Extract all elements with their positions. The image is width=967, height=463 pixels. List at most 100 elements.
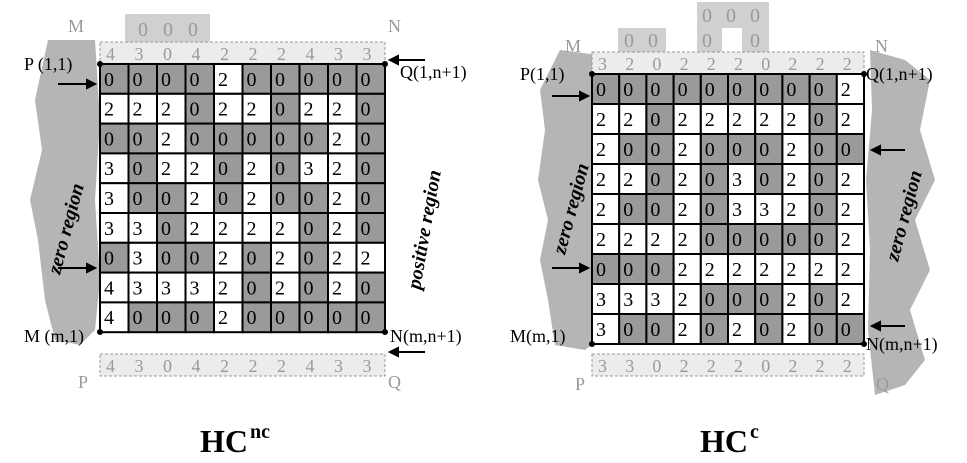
- grid-cell-value: 3: [732, 199, 742, 221]
- grid-cell-value: 2: [247, 218, 257, 240]
- grid-cell-value: 2: [332, 128, 342, 150]
- grid-cell: [298, 92, 329, 125]
- grid-cell-value: 0: [678, 79, 688, 101]
- grid-cell-value: 2: [247, 158, 257, 180]
- top-ghost-notch: [722, 28, 742, 52]
- grid-cell: [699, 313, 729, 345]
- grid-cell-value: 0: [133, 128, 143, 150]
- grid-cell-value: 0: [304, 307, 314, 329]
- grid-cell-value: 0: [732, 289, 742, 311]
- ghost-cell-value: 0: [163, 356, 172, 376]
- grid-cell: [298, 271, 329, 304]
- grid-cell-value: 0: [275, 307, 285, 329]
- grid-cell-value: 0: [814, 139, 824, 161]
- grid-cell-value: 0: [361, 99, 371, 121]
- grid-cell-value: 0: [161, 248, 171, 270]
- grid-cell-value: 0: [161, 188, 171, 210]
- grid-cell-value: 0: [161, 307, 171, 329]
- grid-cell: [327, 122, 358, 155]
- grid-cell-value: 2: [304, 99, 314, 121]
- zero-region-shape-right: [866, 50, 935, 395]
- grid-cell-value: 0: [650, 79, 660, 101]
- top-ghost-small: [618, 28, 666, 52]
- grid-cell-value: 0: [304, 248, 314, 270]
- ghost-cell-value: 3: [625, 356, 634, 376]
- grid-cell-value: 2: [786, 259, 796, 281]
- grid-cell-value: 2: [332, 188, 342, 210]
- grid-cell-value: 0: [247, 69, 257, 91]
- grid-cell-value: 0: [304, 218, 314, 240]
- top-ghost-small-1: 0: [648, 30, 658, 52]
- ghost-cell-value: 3: [363, 356, 372, 376]
- grid-cell-value: 2: [190, 188, 200, 210]
- zero-region-shape-left: [538, 50, 600, 350]
- grid-cell-value: 0: [650, 109, 660, 131]
- grid-cell-value: 0: [247, 128, 257, 150]
- point-q: [382, 61, 388, 67]
- ghost-cell-value: 4: [106, 44, 115, 64]
- grid-cell-value: 0: [623, 199, 633, 221]
- grid-cell-value: 2: [678, 109, 688, 131]
- grid-cell-value: 2: [841, 259, 851, 281]
- grid-cell-value: 0: [218, 188, 228, 210]
- grid-cell-value: 0: [814, 289, 824, 311]
- corner-p-bottom: P: [575, 374, 585, 394]
- corner-q-bottom: Q: [876, 374, 889, 394]
- grid-cell-value: 2: [332, 218, 342, 240]
- grid-cell-value: 0: [304, 188, 314, 210]
- point-n: [382, 329, 388, 335]
- grid-cell-value: 2: [705, 259, 715, 281]
- label-m: M(m,1): [510, 326, 566, 347]
- grid-cell-value: 0: [332, 307, 342, 329]
- grid-cell-value: 0: [732, 79, 742, 101]
- grid-cell-value: 0: [623, 319, 633, 341]
- ghost-cell-value: 2: [680, 54, 689, 74]
- grid-cell: [213, 92, 244, 125]
- grid-cell: [699, 133, 729, 165]
- grid-cell: [754, 193, 784, 225]
- grid-cell-value: 3: [190, 277, 200, 299]
- grid-cell-value: 2: [104, 99, 114, 121]
- grid-cell-value: 0: [786, 79, 796, 101]
- grid-cell: [808, 103, 838, 135]
- ghost-cell-value: 2: [680, 356, 689, 376]
- grid-cell-value: 2: [161, 99, 171, 121]
- grid-cell-value: 0: [275, 128, 285, 150]
- corner-n-top: N: [388, 16, 401, 36]
- grid-cell-value: 2: [218, 248, 228, 270]
- grid-cell-value: 0: [814, 199, 824, 221]
- ghost-cell-value: 2: [843, 54, 852, 74]
- grid-cell-value: 0: [304, 277, 314, 299]
- grid-cell-value: 3: [104, 218, 114, 240]
- grid-cell-value: 4: [104, 277, 114, 299]
- top-ghost-2: 0: [188, 19, 198, 41]
- ghost-cell-value: 2: [220, 356, 229, 376]
- ghost-cell-value: 2: [707, 356, 716, 376]
- grid-cell-value: 2: [759, 109, 769, 131]
- ghost-cell-value: 0: [761, 356, 770, 376]
- grid-cell: [298, 301, 329, 334]
- ghost-cell-value: 0: [652, 54, 661, 74]
- grid-cell: [156, 271, 187, 304]
- grid-cell-value: 0: [759, 289, 769, 311]
- grid-cell-value: 0: [361, 188, 371, 210]
- label-n: N(m,n+1): [866, 334, 938, 355]
- grid-cell: [270, 241, 301, 274]
- corner-q-bottom: Q: [388, 372, 401, 392]
- grid-cell: [645, 163, 675, 195]
- grid-cell: [241, 182, 272, 214]
- grid-cell: [355, 92, 386, 125]
- title-hc-c: HC: [700, 423, 748, 459]
- grid-cell-value: 2: [623, 109, 633, 131]
- grid-cell-value: 0: [814, 169, 824, 191]
- grid-cell-value: 2: [161, 128, 171, 150]
- grid-cell: [213, 301, 244, 334]
- grid-cell-value: 2: [786, 319, 796, 341]
- grid-cell-value: 2: [190, 158, 200, 180]
- grid-cell-value: 3: [650, 289, 660, 311]
- grid-cell-value: 0: [705, 199, 715, 221]
- grid-cell-value: 0: [361, 218, 371, 240]
- grid-cell: [355, 271, 386, 304]
